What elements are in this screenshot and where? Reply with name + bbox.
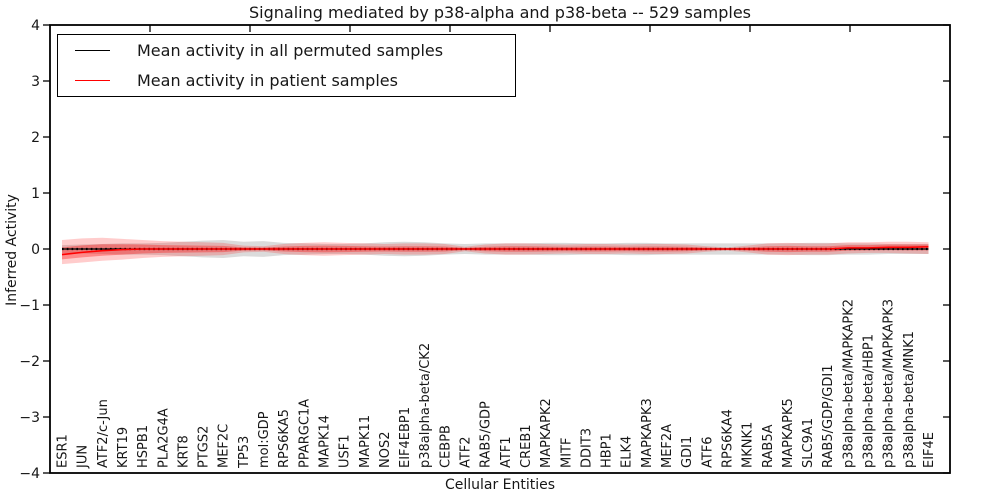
x-tick-label: MEF2C xyxy=(217,424,232,468)
x-tick-label: PPARGC1A xyxy=(297,399,312,468)
x-tick-label: RAB5/GDP/GDI1 xyxy=(821,365,836,468)
y-tick-label: 0 xyxy=(31,242,40,258)
x-tick-label: JUN xyxy=(76,445,91,469)
legend-line-patient-icon xyxy=(75,80,110,81)
x-tick-label: RAB5/GDP xyxy=(479,401,494,468)
x-tick-label: CREB1 xyxy=(519,424,534,468)
x-tick-label: MKNK1 xyxy=(741,422,756,468)
x-tick-label: RAB5A xyxy=(761,424,776,468)
x-tick-label: ELK4 xyxy=(620,436,635,468)
y-tick-label: 4 xyxy=(31,18,40,34)
y-tick-label: −1 xyxy=(19,298,40,314)
x-tick-label: NOS2 xyxy=(378,432,393,468)
x-tick-label: RPS6KA5 xyxy=(277,409,292,468)
x-tick-label: PLA2G4A xyxy=(156,408,171,468)
x-tick-label: HSPB1 xyxy=(136,425,151,468)
y-tick-label: −3 xyxy=(19,410,40,426)
legend: Mean activity in all permuted samples Me… xyxy=(57,34,516,97)
x-tick-label: EIF4E xyxy=(922,432,937,468)
x-tick-label: PTGS2 xyxy=(197,426,212,468)
x-tick-label: MAPK11 xyxy=(358,415,373,468)
x-tick-label: CEBPB xyxy=(438,425,453,468)
x-tick-label: mol:GDP xyxy=(257,411,272,468)
x-tick-label: DDIT3 xyxy=(579,428,594,468)
y-tick-label: 3 xyxy=(31,74,40,90)
x-tick-label: KRT19 xyxy=(116,427,131,468)
legend-label-permuted: Mean activity in all permuted samples xyxy=(137,41,444,60)
x-tick-label: MAPKAPK5 xyxy=(781,398,796,468)
legend-item-patient: Mean activity in patient samples xyxy=(58,66,515,96)
x-tick-label: MEF2A xyxy=(660,424,675,468)
band-1 xyxy=(62,237,929,265)
x-tick-label: ATF6 xyxy=(700,436,715,468)
x-tick-label: p38alpha-beta/HBP1 xyxy=(862,334,877,468)
x-tick-label: GDI1 xyxy=(680,436,695,468)
x-tick-label: p38alpha-beta/MAPKAPK3 xyxy=(882,299,897,468)
x-tick-label: RPS6KA4 xyxy=(720,409,735,468)
x-tick-label: MAPKAPK2 xyxy=(539,398,554,468)
y-tick-label: 1 xyxy=(31,186,40,202)
x-tick-label: MAPK14 xyxy=(317,415,332,468)
x-tick-label: p38alpha-beta/CK2 xyxy=(418,343,433,468)
x-tick-label: KRT8 xyxy=(176,435,191,468)
x-tick-label: SLC9A1 xyxy=(801,418,816,468)
x-tick-label: ESR1 xyxy=(56,434,71,468)
x-tick-label: p38alpha-beta/MNK1 xyxy=(902,331,917,468)
y-tick-label: −2 xyxy=(19,354,40,370)
legend-item-permuted: Mean activity in all permuted samples xyxy=(58,36,515,66)
x-tick-label: MITF xyxy=(559,438,574,468)
x-tick-label: MAPKAPK3 xyxy=(640,398,655,468)
x-tick-label: USF1 xyxy=(338,434,353,468)
line-series-1 xyxy=(61,245,929,256)
x-tick-label: EIF4EBP1 xyxy=(398,407,413,468)
x-tick-label: ATF2 xyxy=(459,436,474,468)
y-tick-label: −4 xyxy=(19,466,40,482)
legend-label-patient: Mean activity in patient samples xyxy=(137,71,398,90)
x-tick-label: TP53 xyxy=(237,436,252,469)
chart-title: Signaling mediated by p38-alpha and p38-… xyxy=(248,3,751,22)
x-tick-label: ATF1 xyxy=(499,436,514,468)
x-tick-label: p38alpha-beta/MAPKAPK2 xyxy=(841,299,856,468)
x-tick-label: ATF2/c-Jun xyxy=(96,399,111,468)
x-tick-label: HBP1 xyxy=(600,433,615,468)
legend-line-permuted-icon xyxy=(75,50,110,51)
y-axis-label: Inferred Activity xyxy=(4,194,20,306)
y-tick-label: 2 xyxy=(31,130,40,146)
x-axis-label: Cellular Entities xyxy=(444,477,556,493)
